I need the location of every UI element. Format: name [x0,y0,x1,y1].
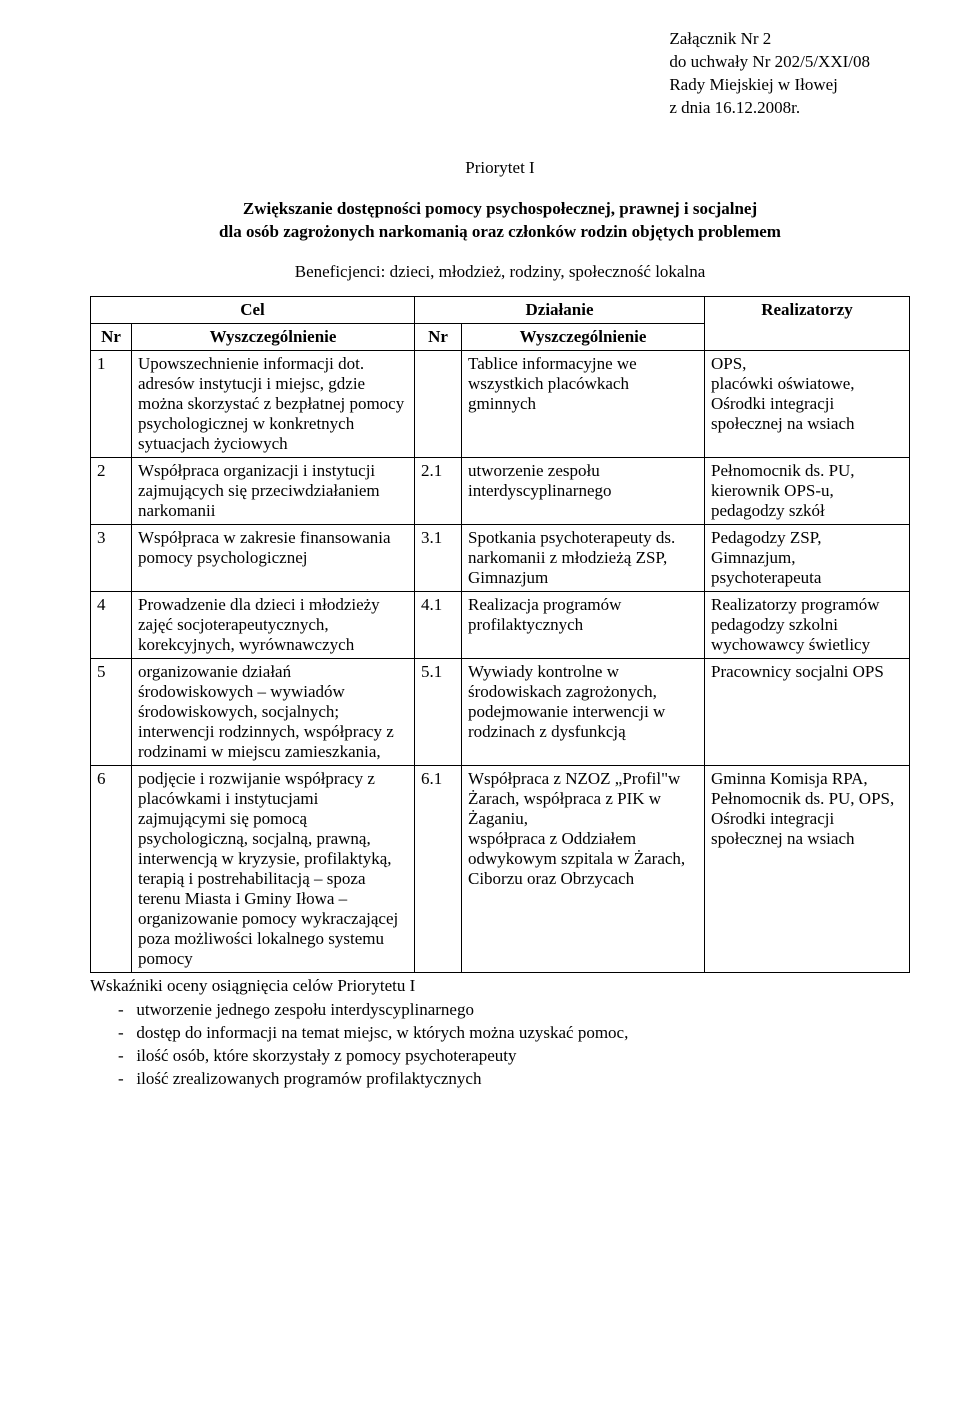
attachment-line: Rady Miejskiej w Iłowej [669,74,870,97]
priority-title: Priorytet I [90,158,910,178]
cell-cel-nr: 4 [91,591,132,658]
header-dzialanie: Działanie [415,296,705,323]
cell-cel: Współpraca w zakresie finansowania pomoc… [132,524,415,591]
beneficiaries: Beneficjenci: dzieci, młodzież, rodziny,… [90,262,910,282]
cell-cel-nr: 1 [91,350,132,457]
cell-realizatorzy: Gminna Komisja RPA, Pełnomocnik ds. PU, … [705,765,910,972]
cell-dz-nr: 6.1 [415,765,462,972]
cell-cel-nr: 3 [91,524,132,591]
table-row: 3 Współpraca w zakresie finansowania pom… [91,524,910,591]
cell-dzialanie: Tablice informacyjne we wszystkich placó… [462,350,705,457]
cell-dz-nr: 3.1 [415,524,462,591]
attachment-line: Załącznik Nr 2 [669,28,870,51]
cell-cel: Współpraca organizacji i instytucji zajm… [132,457,415,524]
indicator-item: - ilość zrealizowanych programów profila… [90,1068,910,1091]
indicator-text: dostęp do informacji na temat miejsc, w … [136,1023,628,1042]
cell-realizatorzy: Pedagodzy ZSP, Gimnazjum, psychoterapeut… [705,524,910,591]
priority-desc-line: dla osób zagrożonych narkomanią oraz czł… [219,222,781,241]
cell-cel: organizowanie działań środowiskowych – w… [132,658,415,765]
cell-cel-nr: 6 [91,765,132,972]
cell-dzialanie: Spotkania psychoterapeuty ds. narkomanii… [462,524,705,591]
cell-cel: Upowszechnienie informacji dot. adresów … [132,350,415,457]
attachment-block: Załącznik Nr 2 do uchwały Nr 202/5/XXI/0… [669,28,870,120]
cell-realizatorzy: Realizatorzy programów pedagodzy szkolni… [705,591,910,658]
cell-dz-nr: 2.1 [415,457,462,524]
attachment-line: do uchwały Nr 202/5/XXI/08 [669,51,870,74]
indicator-text: utworzenie jednego zespołu interdyscypli… [136,1000,474,1019]
document-page: Załącznik Nr 2 do uchwały Nr 202/5/XXI/0… [0,0,960,1418]
cell-realizatorzy: Pracownicy socjalni OPS [705,658,910,765]
cell-dzialanie: Współpraca z NZOZ „Profil"w Żarach, wspó… [462,765,705,972]
table-row: 1 Upowszechnienie informacji dot. adresó… [91,350,910,457]
table-row: 2 Współpraca organizacji i instytucji za… [91,457,910,524]
cell-dzialanie: utworzenie zespołu interdyscyplinarnego [462,457,705,524]
indicator-item: - utworzenie jednego zespołu interdyscyp… [90,999,910,1022]
table-header-row-1: Cel Działanie Realizatorzy [91,296,910,323]
table-row: 4 Prowadzenie dla dzieci i młodzieży zaj… [91,591,910,658]
attachment-line: z dnia 16.12.2008r. [669,97,870,120]
cell-cel: podjęcie i rozwijanie współpracy z placó… [132,765,415,972]
indicator-text: ilość osób, które skorzystały z pomocy p… [136,1046,516,1065]
header-wyszczegolnienie: Wyszczególnienie [462,323,705,350]
header-realizatorzy: Realizatorzy [705,296,910,350]
cell-dz-nr: 4.1 [415,591,462,658]
indicators-block: Wskaźniki oceny osiągnięcia celów Priory… [90,975,910,1091]
priority-desc-line: Zwiększanie dostępności pomocy psychospo… [243,199,757,218]
table-row: 6 podjęcie i rozwijanie współpracy z pla… [91,765,910,972]
priority-table: Cel Działanie Realizatorzy Nr Wyszczegól… [90,296,910,973]
cell-realizatorzy: OPS,placówki oświatowe,Ośrodki integracj… [705,350,910,457]
header-nr: Nr [91,323,132,350]
indicator-item: - ilość osób, które skorzystały z pomocy… [90,1045,910,1068]
priority-description: Zwiększanie dostępności pomocy psychospo… [90,198,910,244]
header-nr: Nr [415,323,462,350]
indicator-text: ilość zrealizowanych programów profilakt… [136,1069,481,1088]
cell-cel: Prowadzenie dla dzieci i młodzieży zajęć… [132,591,415,658]
table-row: 5 organizowanie działań środowiskowych –… [91,658,910,765]
cell-cel-nr: 5 [91,658,132,765]
cell-dz-nr: 5.1 [415,658,462,765]
header-wyszczegolnienie: Wyszczególnienie [132,323,415,350]
cell-realizatorzy: Pełnomocnik ds. PU, kierownik OPS-u, ped… [705,457,910,524]
cell-cel-nr: 2 [91,457,132,524]
header-cel: Cel [91,296,415,323]
indicator-item: - dostęp do informacji na temat miejsc, … [90,1022,910,1045]
cell-dzialanie: Realizacja programów profilaktycznych [462,591,705,658]
indicators-header: Wskaźniki oceny osiągnięcia celów Priory… [90,975,910,998]
cell-dz-nr [415,350,462,457]
cell-dzialanie: Wywiady kontrolne w środowiskach zagrożo… [462,658,705,765]
